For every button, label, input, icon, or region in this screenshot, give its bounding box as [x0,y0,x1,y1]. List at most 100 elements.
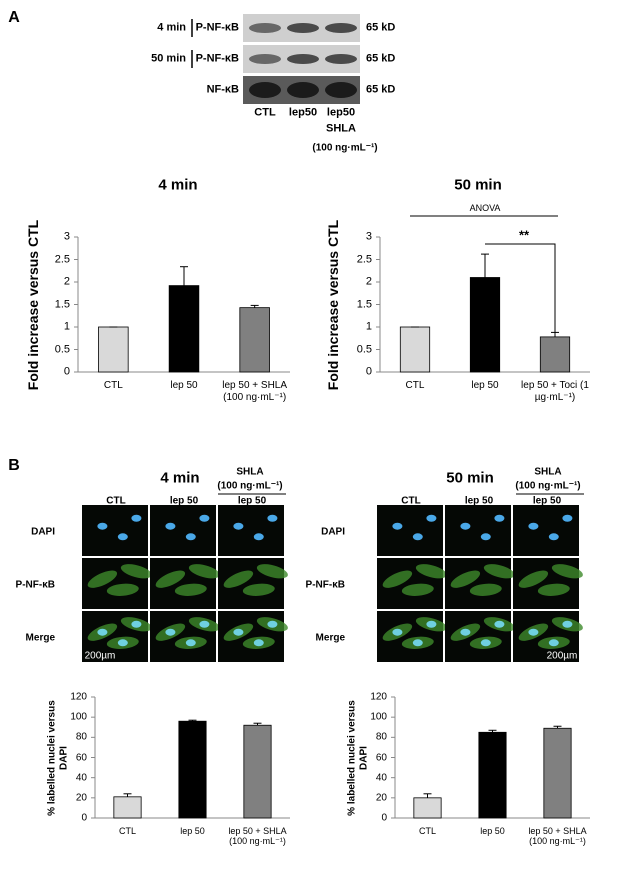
image-tile [377,505,443,556]
bar [98,326,129,373]
y-tick-label: 40 [75,771,87,783]
y-tick-label: 0 [381,812,387,824]
blot-band [287,82,319,98]
annotation: ** [518,227,530,243]
nucleus [131,620,142,628]
cell-body [518,570,549,588]
blot-band [249,54,281,64]
image-column: CTL [401,495,421,507]
bar [168,285,200,373]
nucleus [392,628,403,636]
cell-body [87,570,118,588]
bar [113,796,142,819]
blot-protein: NF-κB [206,83,239,96]
nucleus [494,620,505,628]
nucleus [548,533,559,541]
blot-band [287,23,319,33]
nucleus [199,514,210,522]
image-row: Merge [25,631,55,643]
image-treatment: SHLA [534,466,562,478]
y-axis-label: % labelled nuclei versus DAPI [346,699,370,816]
blot-band [325,23,357,33]
lane-label: lep50 [288,106,318,119]
blot-time: 50 min [151,52,186,65]
nucleus [267,514,278,522]
y-tick-label: 3 [365,230,372,243]
y-tick-label: 2.5 [54,253,70,266]
cell-body [469,583,502,596]
cell-body [223,570,254,588]
nucleus [528,522,539,530]
annotation: ANOVA [469,202,501,213]
cell-body [483,564,515,579]
image-row: Merge [315,631,345,643]
y-tick-label: 0.5 [54,343,70,356]
image-title: 50 min [446,469,494,487]
image-title: 4 min [160,469,200,487]
image-row: DAPI [31,525,55,537]
nucleus [185,533,196,541]
bar [478,731,507,819]
cell-body [174,583,207,596]
image-column: lep 50 [532,495,562,507]
image-tile [218,505,284,556]
nucleus [412,533,423,541]
lane-dose: (100 ng·mL⁻¹) [312,142,378,154]
blot-size: 65 kD [366,52,396,65]
nucleus [412,639,423,647]
x-tick-label: CTL [103,380,123,391]
nucleus [97,628,108,636]
y-axis-label: Fold increase versus CTL [324,219,341,390]
y-tick-label: 0 [63,365,70,378]
y-tick-label: 60 [375,751,387,763]
nucleus [562,514,573,522]
lane-label: CTL [254,106,276,119]
bar [543,727,572,819]
chart-title: 50 min [454,176,502,194]
nucleus [460,628,471,636]
x-tick-label: lep 50 [170,380,198,391]
blot-band [325,82,357,98]
blot-band [325,54,357,64]
y-tick-label: 40 [375,771,387,783]
image-column: CTL [106,495,126,507]
bar [243,724,272,819]
image-row: P-NF-κB [15,578,55,590]
y-tick-label: 2 [63,275,70,288]
bar [413,797,442,819]
y-tick-label: 0 [365,365,372,378]
nucleus [199,620,210,628]
x-tick-label: lep 50 + SHLA (100 ng·mL⁻¹) [528,826,587,847]
image-tile [82,505,148,556]
image-column: lep 50 [464,495,494,507]
x-tick-label: lep 50 [180,826,205,836]
y-tick-label: 20 [75,792,87,804]
y-tick-label: 80 [375,731,387,743]
nucleus [233,628,244,636]
y-tick-label: 60 [75,751,87,763]
nucleus [165,522,176,530]
y-tick-label: 80 [75,731,87,743]
cell-body [155,570,186,588]
x-tick-label: lep 50 + SHLA (100 ng·mL⁻¹) [228,826,287,847]
y-tick-label: 0.5 [356,343,372,356]
blot-protein: P-NF-κB [195,21,239,34]
nucleus [480,639,491,647]
x-tick-label: CTL [405,380,425,391]
chart-title: 4 min [158,176,198,194]
blot-time: 4 min [157,21,186,34]
cell-body [415,564,447,579]
y-tick-label: 2 [365,275,372,288]
nucleus [392,522,403,530]
significance-bracket [485,243,556,335]
blot-band [287,54,319,64]
y-tick-label: 20 [375,792,387,804]
nucleus [426,620,437,628]
blot-band [249,23,281,33]
nucleus [233,522,244,530]
nucleus [460,522,471,530]
image-row: DAPI [321,525,345,537]
x-tick-label: lep 50 + SHLA (100 ng·mL⁻¹) [222,380,288,403]
y-tick-label: 1 [365,320,372,333]
